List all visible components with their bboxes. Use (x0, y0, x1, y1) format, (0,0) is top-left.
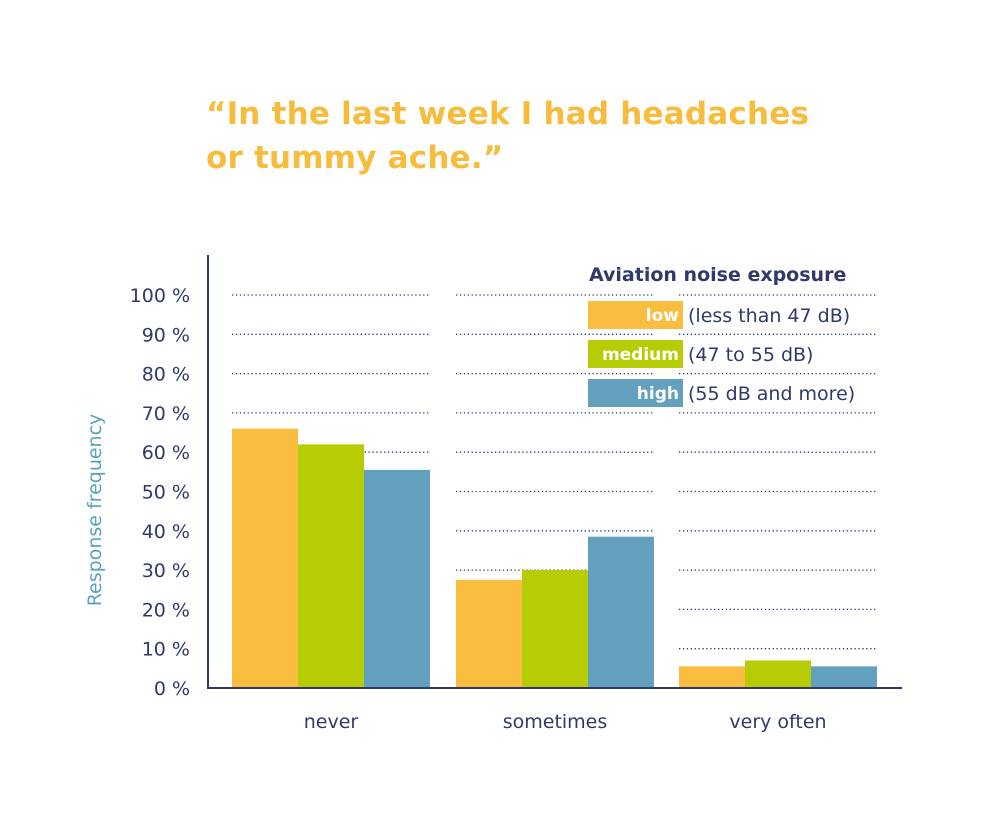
bar-high-sometimes (588, 536, 654, 688)
legend-series-description: (less than 47 dB) (688, 305, 850, 327)
legend-item-low: low (less than 47 dB) (588, 301, 850, 329)
legend: Aviation noise exposure low (less than 47… (588, 264, 855, 407)
bar-low-never (232, 428, 298, 688)
legend-series-description: (47 to 55 dB) (688, 344, 813, 366)
bar-low-very-often (679, 666, 745, 688)
legend-item-high: high (55 dB and more) (588, 379, 855, 407)
bar-medium-never (298, 444, 364, 688)
legend-series-label: high (637, 384, 679, 404)
y-tick-label: 60 % (142, 442, 190, 464)
chart-title-line-2: or tummy ache.” (206, 140, 504, 176)
y-tick-label: 40 % (142, 521, 190, 543)
y-tick-labels: 0 % 10 % 20 % 30 % 40 % 50 % 60 % 70 % 80 % 90 % 1… (130, 285, 190, 700)
bar-low-sometimes (456, 579, 522, 688)
x-tick-labels: never sometimes very often (304, 711, 827, 733)
legend-series-label: low (646, 306, 680, 326)
y-tick-label: 0 % (154, 678, 190, 700)
chart-title-line-1: “In the last week I had headaches (206, 96, 810, 132)
y-tick-label: 20 % (142, 599, 190, 621)
legend-series-description: (55 dB and more) (688, 383, 855, 405)
y-tick-label: 30 % (142, 560, 190, 582)
x-tick-label: never (304, 711, 359, 733)
axes (207, 255, 902, 689)
bars (232, 428, 877, 688)
legend-series-label: medium (602, 345, 679, 365)
y-tick-label: 80 % (142, 364, 190, 386)
y-tick-label: 70 % (142, 403, 190, 425)
y-tick-label: 90 % (142, 324, 190, 346)
legend-swatch (588, 379, 683, 407)
x-tick-label: sometimes (503, 711, 608, 733)
y-tick-label: 10 % (142, 639, 190, 661)
y-tick-label: 100 % (130, 285, 190, 307)
y-tick-label: 50 % (142, 482, 190, 504)
legend-item-medium: medium (47 to 55 dB) (588, 340, 813, 368)
chart-title: “In the last week I had headaches or tum… (206, 92, 906, 180)
legend-title: Aviation noise exposure (589, 264, 846, 286)
bar-medium-very-often (745, 660, 811, 688)
bar-high-very-often (811, 666, 877, 688)
bar-medium-sometimes (522, 570, 588, 688)
x-tick-label: very often (729, 711, 826, 733)
bar-high-never (364, 469, 430, 688)
y-axis-title: Response frequency (84, 414, 106, 607)
legend-items: low (less than 47 dB) medium (47 to 55 dB) h… (588, 301, 855, 407)
legend-swatch (588, 340, 683, 368)
legend-swatch (588, 301, 683, 329)
